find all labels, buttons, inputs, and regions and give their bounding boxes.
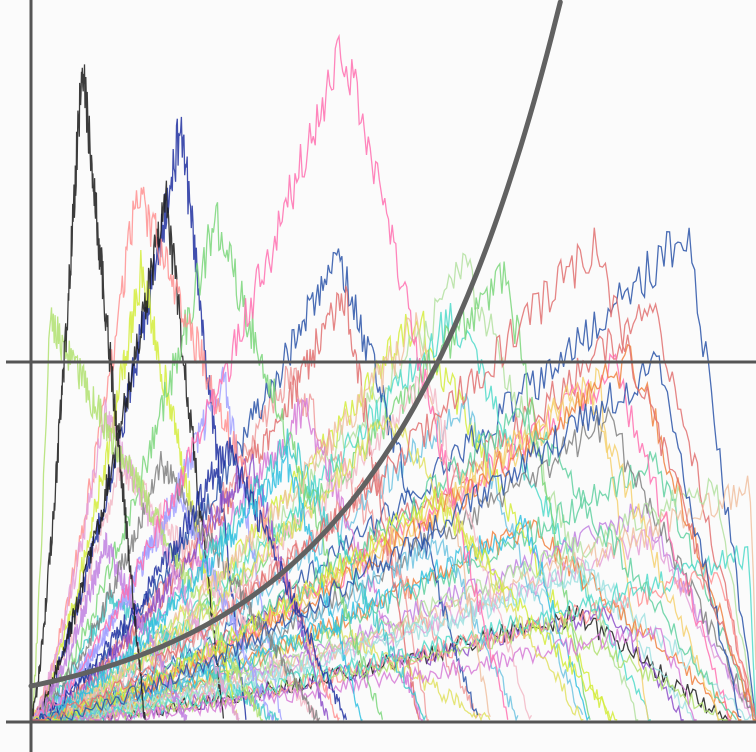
random-walk-line (30, 445, 363, 721)
random-walk-line (30, 545, 756, 721)
random-walk-line (31, 186, 340, 722)
reference-lines (6, 0, 756, 752)
random-walk-line (31, 227, 756, 721)
random-walk-line (30, 428, 427, 722)
random-walk-line (31, 407, 737, 721)
random-walk-line (30, 227, 756, 721)
random-walk-line (31, 399, 240, 723)
random-walk-line (30, 307, 263, 721)
random-walk-line (30, 625, 697, 722)
exponential-curve (28, 0, 563, 689)
random-walk-line (31, 397, 423, 721)
random-walk-line (31, 437, 348, 723)
random-walk-line (30, 564, 756, 722)
random-walk-line (30, 248, 479, 721)
random-walk-line (30, 64, 146, 720)
random-walk-line (30, 33, 509, 721)
random-walk-line (30, 450, 321, 723)
random-walk-line (30, 366, 283, 721)
random-walk-line (31, 416, 584, 722)
random-walk-line (31, 350, 742, 722)
random-walk-line (30, 202, 384, 722)
random-walk-line (30, 477, 756, 722)
random-walk-line (30, 612, 733, 723)
random-walk-line (31, 180, 225, 723)
random-walk-series-group (30, 33, 756, 723)
